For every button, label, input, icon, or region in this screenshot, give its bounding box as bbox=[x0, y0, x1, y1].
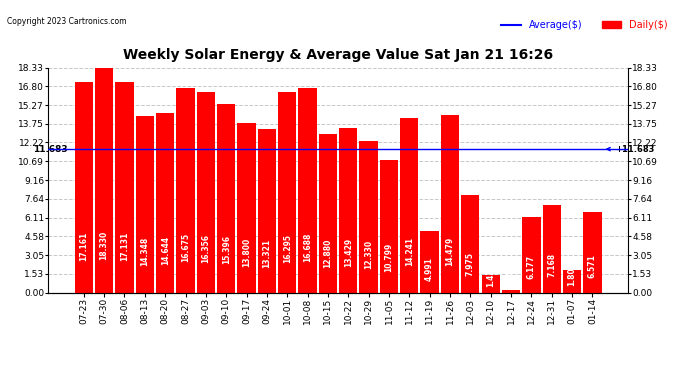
Text: 16.295: 16.295 bbox=[283, 234, 292, 263]
Text: 14.348: 14.348 bbox=[140, 237, 149, 266]
Text: 1.431: 1.431 bbox=[486, 262, 495, 286]
Bar bbox=[542, 204, 561, 292]
Text: 7.975: 7.975 bbox=[466, 252, 475, 276]
Text: 16.356: 16.356 bbox=[201, 234, 210, 263]
Bar bbox=[441, 115, 459, 292]
Text: 17.161: 17.161 bbox=[79, 232, 88, 261]
Bar bbox=[502, 290, 520, 292]
Text: 14.644: 14.644 bbox=[161, 236, 170, 266]
Bar bbox=[115, 82, 134, 292]
Bar bbox=[136, 116, 154, 292]
Text: 14.479: 14.479 bbox=[446, 237, 455, 266]
Text: 6.177: 6.177 bbox=[527, 255, 536, 279]
Bar bbox=[400, 118, 418, 292]
Bar bbox=[217, 104, 235, 292]
Title: Weekly Solar Energy & Average Value Sat Jan 21 16:26: Weekly Solar Energy & Average Value Sat … bbox=[123, 48, 553, 62]
Text: 13.800: 13.800 bbox=[242, 237, 251, 267]
Bar bbox=[339, 128, 357, 292]
Text: Copyright 2023 Cartronics.com: Copyright 2023 Cartronics.com bbox=[7, 17, 126, 26]
Text: 14.241: 14.241 bbox=[405, 237, 414, 266]
Bar bbox=[482, 275, 500, 292]
Bar bbox=[563, 270, 581, 292]
Bar bbox=[258, 129, 276, 292]
Text: 11.683: 11.683 bbox=[33, 145, 68, 154]
Text: 1.806: 1.806 bbox=[568, 262, 577, 286]
Text: 6.571: 6.571 bbox=[588, 255, 597, 278]
Bar bbox=[583, 212, 602, 292]
Text: 16.688: 16.688 bbox=[303, 233, 312, 262]
Text: 16.675: 16.675 bbox=[181, 233, 190, 262]
Text: 17.131: 17.131 bbox=[120, 232, 129, 261]
Bar bbox=[380, 160, 398, 292]
Bar bbox=[177, 88, 195, 292]
Text: 7.168: 7.168 bbox=[547, 253, 556, 278]
Text: 10.799: 10.799 bbox=[384, 242, 393, 272]
Text: 13.321: 13.321 bbox=[262, 238, 271, 267]
Text: 4.991: 4.991 bbox=[425, 257, 434, 281]
Bar bbox=[156, 113, 175, 292]
Bar bbox=[359, 141, 377, 292]
Bar bbox=[461, 195, 480, 292]
Text: 12.330: 12.330 bbox=[364, 240, 373, 269]
Text: 13.429: 13.429 bbox=[344, 238, 353, 267]
Bar bbox=[237, 123, 256, 292]
Bar bbox=[95, 68, 113, 292]
Bar bbox=[278, 93, 297, 292]
Text: 0.243: 0.243 bbox=[506, 264, 515, 288]
Bar bbox=[420, 231, 439, 292]
Legend: Average($), Daily($): Average($), Daily($) bbox=[497, 16, 671, 34]
Bar bbox=[197, 92, 215, 292]
Bar bbox=[319, 134, 337, 292]
Text: +11.683: +11.683 bbox=[607, 145, 654, 154]
Bar bbox=[522, 217, 540, 292]
Text: 12.880: 12.880 bbox=[324, 239, 333, 268]
Bar bbox=[299, 88, 317, 292]
Bar bbox=[75, 82, 93, 292]
Text: 15.396: 15.396 bbox=[221, 235, 230, 264]
Text: 18.330: 18.330 bbox=[99, 230, 108, 260]
